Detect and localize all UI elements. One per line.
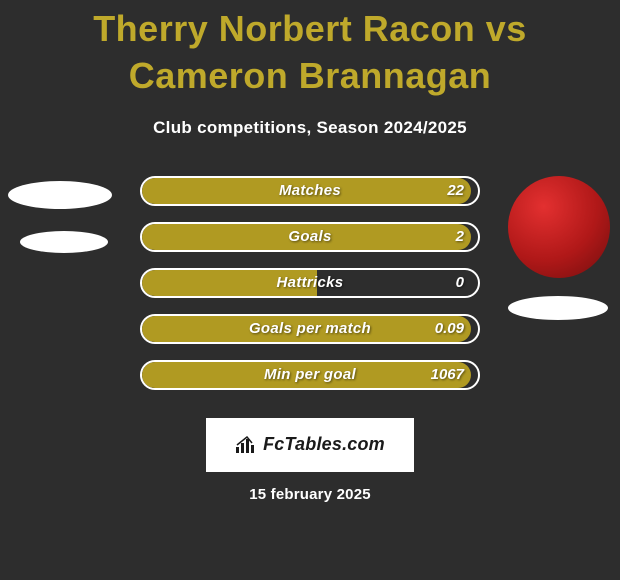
stat-label: Goals per match xyxy=(142,316,478,342)
stat-rows: Matches22 Goals2 Hattricks0 Goals per match… xyxy=(140,176,480,390)
stat-value-right: 2 xyxy=(456,224,464,250)
stats-area: Matches22 Goals2 Hattricks0 Goals per match… xyxy=(0,176,620,406)
avatar-placeholder-shape xyxy=(8,181,112,209)
bar-chart-icon xyxy=(235,436,257,454)
comparison-card: Therry Norbert Racon vs Cameron Brannaga… xyxy=(0,0,620,580)
avatar-placeholder-shape xyxy=(20,231,108,253)
right-player-placeholder xyxy=(508,176,610,320)
left-player-placeholder xyxy=(8,176,112,253)
stat-row: Goals2 xyxy=(140,222,480,252)
stat-value-right: 1067 xyxy=(431,362,464,388)
stat-row: Goals per match0.09 xyxy=(140,314,480,344)
stat-row: Min per goal1067 xyxy=(140,360,480,390)
stat-label: Matches xyxy=(142,178,478,204)
page-title: Therry Norbert Racon vs Cameron Brannaga… xyxy=(0,0,620,100)
subtitle: Club competitions, Season 2024/2025 xyxy=(0,118,620,138)
brand-text: FcTables.com xyxy=(263,434,385,455)
brand-badge[interactable]: FcTables.com xyxy=(206,418,414,472)
stat-value-right: 22 xyxy=(447,178,464,204)
date-text: 15 february 2025 xyxy=(0,486,620,503)
stat-value-right: 0 xyxy=(456,270,464,296)
stat-value-right: 0.09 xyxy=(435,316,464,342)
stat-row: Hattricks0 xyxy=(140,268,480,298)
avatar-circle xyxy=(508,176,610,278)
avatar-placeholder-shape xyxy=(508,296,608,320)
stat-row: Matches22 xyxy=(140,176,480,206)
stat-label: Goals xyxy=(142,224,478,250)
stat-label: Hattricks xyxy=(142,270,478,296)
stat-label: Min per goal xyxy=(142,362,478,388)
